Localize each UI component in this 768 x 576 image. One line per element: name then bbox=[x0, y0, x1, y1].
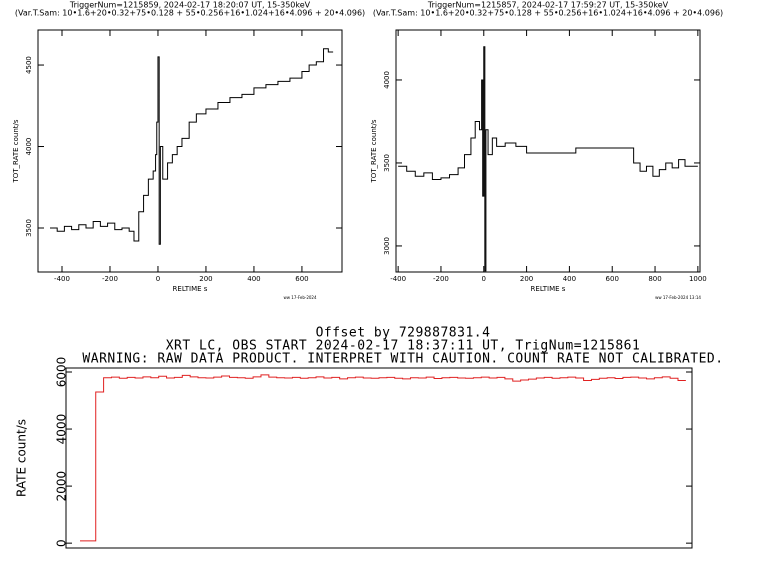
plot-frame bbox=[37, 29, 343, 273]
chart-title: TriggerNum=1215859, 2024-02-17 18:20:07 … bbox=[69, 1, 311, 10]
chart-title: TriggerNum=1215857, 2024-02-17 17:59:27 … bbox=[427, 1, 669, 10]
plot-frame bbox=[65, 367, 693, 549]
x-tick-label: 600 bbox=[295, 275, 308, 283]
chart-title: WARNING: RAW DATA PRODUCT. INTERPRET WIT… bbox=[82, 352, 723, 367]
x-axis-label: RELTIME s bbox=[173, 285, 208, 293]
x-tick-label: 1000 bbox=[689, 275, 707, 283]
x-axis-label: RELTIME s bbox=[531, 285, 566, 293]
x-tick-label: 600 bbox=[606, 275, 619, 283]
y-tick-label: 3000 bbox=[383, 237, 391, 255]
x-tick-label: 200 bbox=[520, 275, 533, 283]
y-tick-label: 3500 bbox=[383, 154, 391, 172]
x-tick-label: -400 bbox=[54, 275, 70, 283]
y-tick-label: 2000 bbox=[55, 471, 69, 502]
data-line bbox=[80, 374, 686, 542]
y-tick-label: 3500 bbox=[25, 219, 33, 237]
chart-title: (Var.T.Sam: 10•1.6+20•0.32+75•0.128 + 55… bbox=[373, 9, 723, 18]
y-axis-label: TOT_RATE count/s bbox=[12, 119, 20, 183]
y-axis-label: RATE count/s bbox=[15, 419, 29, 497]
x-tick-label: -200 bbox=[433, 275, 449, 283]
x-tick-label: 400 bbox=[247, 275, 260, 283]
y-tick-label: 0 bbox=[55, 539, 69, 547]
x-tick-label: 200 bbox=[199, 275, 212, 283]
x-tick-label: -400 bbox=[390, 275, 406, 283]
data-line bbox=[49, 48, 334, 245]
plot-frame bbox=[395, 29, 701, 273]
y-tick-label: 4000 bbox=[55, 414, 69, 445]
y-axis-label: TOT_RATE count/s bbox=[370, 119, 378, 183]
data-line bbox=[398, 46, 698, 272]
y-tick-label: 4000 bbox=[383, 71, 391, 89]
x-tick-label: 400 bbox=[563, 275, 576, 283]
y-tick-label: 6000 bbox=[55, 357, 69, 388]
y-tick-label: 4000 bbox=[25, 138, 33, 156]
chart-title: (Var.T.Sam: 10•1.6+20•0.32+75•0.128 + 55… bbox=[15, 9, 365, 18]
x-tick-label: -200 bbox=[102, 275, 118, 283]
chart-title: Offset by 729887831.4 bbox=[316, 326, 491, 341]
footer: ww 17-Feb-2024 bbox=[283, 295, 317, 300]
footer: ww 17-Feb-2024 13:14 bbox=[655, 295, 701, 300]
x-tick-label: 0 bbox=[156, 275, 160, 283]
x-tick-label: 0 bbox=[482, 275, 486, 283]
x-tick-label: 800 bbox=[648, 275, 661, 283]
chart-title: XRT LC, OBS START 2024-02-17 18:37:11 UT… bbox=[166, 339, 641, 354]
y-tick-label: 4500 bbox=[25, 56, 33, 74]
